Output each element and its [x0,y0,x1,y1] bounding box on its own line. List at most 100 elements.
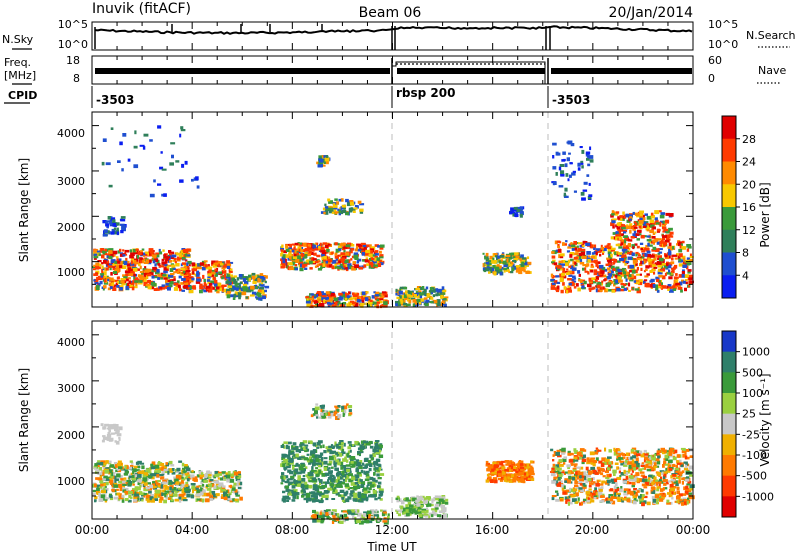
velocity-echo [323,467,328,471]
power-echo [137,252,142,256]
power-echo [250,285,255,290]
power-echo [355,303,359,306]
velocity-echo [283,445,286,449]
velocity-echo [365,441,370,446]
velocity-echo [375,446,380,450]
power-echo [519,206,523,209]
velocity-echo [317,485,320,488]
velocity-echo [206,492,210,497]
power-echo [261,289,265,294]
power-echo [161,168,167,171]
velocity-echo [155,480,159,485]
velocity-echo [176,470,179,473]
velocity-echo [354,482,359,485]
power-echo [569,254,573,258]
power-echo [103,260,107,264]
velocity-echo [151,465,157,468]
power-echo [128,268,133,272]
power-echo [220,263,224,266]
power-echo [291,249,296,253]
velocity-echo [208,473,212,477]
power-echo [325,155,329,158]
power-echo [371,295,376,299]
power-echo [187,260,192,265]
velocity-echo [333,450,336,454]
velocity-echo [442,513,447,518]
power-echo [203,289,208,293]
velocity-echo [184,484,189,487]
power-echo [135,248,139,252]
power-echo [669,289,674,293]
power-echo [607,289,612,292]
colorbar-segment [722,184,736,208]
power-echo [173,276,176,279]
power-echo [124,253,128,256]
power-echo [353,207,358,210]
power-echo [311,295,315,299]
power-echo [353,252,359,256]
power-echo [568,152,571,155]
power-echo [135,282,138,287]
power-echo [614,251,617,256]
power-echo [646,225,651,229]
power-echo [624,239,627,244]
velocity-echo [94,483,97,488]
freq-band [551,68,692,74]
power-echo [93,249,99,253]
power-echo [93,257,97,260]
power-echo [109,280,112,283]
power-echo [256,293,259,296]
velocity-echo [237,486,242,490]
velocity-echo [366,516,371,520]
power-echo [435,293,439,297]
power-echo [361,291,366,296]
power-echo [627,282,631,287]
power-echo [639,242,644,245]
power-echo [119,141,123,146]
power-echo [352,296,357,300]
power-echo [633,230,637,234]
power-echo [177,284,181,289]
power-echo [627,238,630,242]
velocity-echo [229,500,234,503]
velocity-echo [377,481,382,485]
velocity-echo [238,471,241,474]
velocity-echo [178,493,184,498]
power-echo [183,276,187,279]
power-echo [419,292,424,296]
power-echo [327,243,331,246]
power-echo [568,274,573,277]
power-echo [328,291,332,296]
power-echo [309,245,315,249]
velocity-echo [163,465,167,469]
power-echo [289,243,292,248]
power-echo [657,284,661,289]
velocity-echo [304,449,308,453]
velocity-echo [100,483,104,487]
velocity-echo [121,499,125,503]
power-echo [172,267,176,270]
velocity-echo [113,462,118,465]
power-echo [340,206,346,210]
power-echo [609,264,613,268]
power-colorbar-label: Power [dB] [758,182,772,247]
velocity-echo [344,409,347,414]
power-echo [615,231,619,235]
power-echo [514,213,518,217]
velocity-echo [109,482,113,485]
velocity-echo [297,456,301,460]
velocity-echo [338,494,342,497]
power-echo [294,242,299,246]
velocity-echo [313,454,317,457]
velocity-echo [230,485,236,489]
power-echo [376,304,380,309]
velocity-echo [405,497,409,501]
power-echo [106,255,109,258]
power-echo [98,283,101,287]
velocity-echo [182,467,186,472]
velocity-echo [324,494,329,498]
power-echo [313,294,317,298]
power-echo [371,260,377,264]
power-echo [662,225,665,228]
velocity-echo [213,485,217,489]
